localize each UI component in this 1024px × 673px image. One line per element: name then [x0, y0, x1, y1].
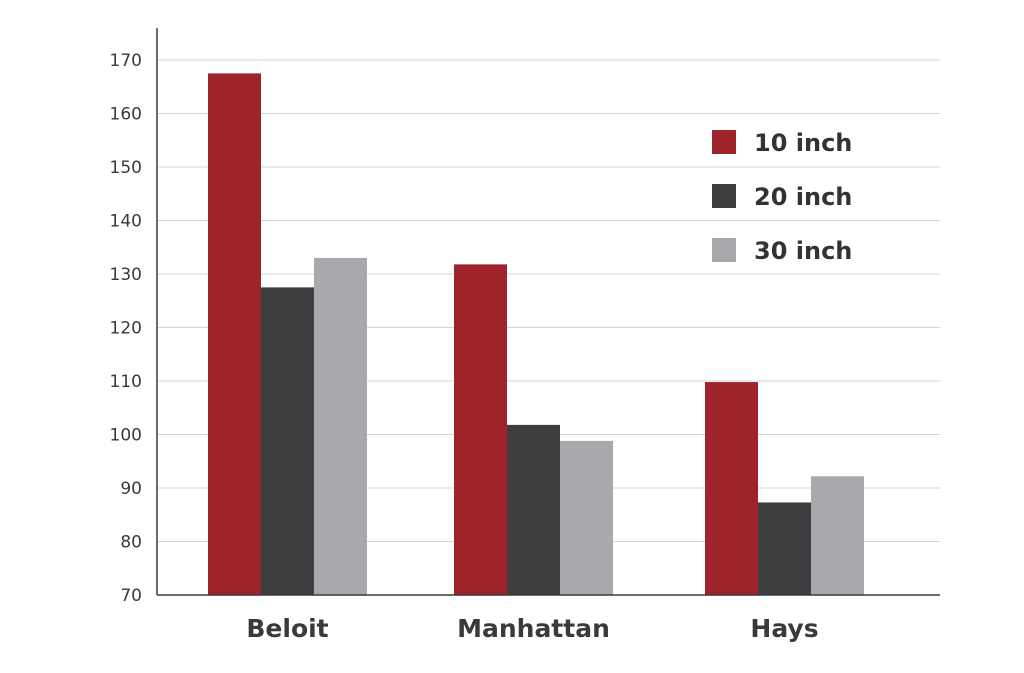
y-tick-label: 140	[110, 212, 142, 232]
bar-hays-10-inch	[705, 382, 758, 595]
bar-hays-20-inch	[758, 502, 811, 595]
x-tick-label: Manhattan	[457, 614, 610, 643]
bar-manhattan-10-inch	[454, 264, 507, 595]
x-tick-label: Beloit	[246, 614, 328, 643]
y-tick-labels: 70 80 90 100 110 120 130 140 150 160 170	[110, 51, 142, 606]
y-tick-label: 150	[110, 158, 142, 178]
y-tick-label: 160	[110, 105, 142, 125]
legend-swatch	[712, 130, 736, 154]
legend-label: 30 inch	[754, 237, 852, 265]
y-tick-label: 170	[110, 51, 142, 71]
x-tick-label: Hays	[750, 614, 818, 643]
bar-beloit-20-inch	[261, 287, 314, 595]
x-tick-labels: Beloit Manhattan Hays	[246, 614, 818, 643]
legend-swatch	[712, 238, 736, 262]
y-tick-label: 90	[120, 479, 142, 499]
legend-swatch	[712, 184, 736, 208]
y-tick-label: 110	[110, 372, 142, 392]
bar-manhattan-30-inch	[560, 440, 613, 595]
y-tick-label: 120	[110, 319, 142, 339]
axes	[156, 28, 940, 596]
y-tick-label: 100	[110, 426, 142, 446]
legend-label: 20 inch	[754, 183, 852, 211]
y-tick-label: 80	[120, 533, 142, 553]
bar-manhattan-20-inch	[507, 424, 560, 595]
y-tick-label: 70	[120, 586, 142, 606]
y-tick-label: 130	[110, 265, 142, 285]
bar-beloit-30-inch	[314, 257, 367, 595]
bar-beloit-10-inch	[208, 73, 261, 595]
bar-hays-30-inch	[811, 476, 864, 595]
bars	[208, 73, 864, 595]
legend: 10 inch 20 inch 30 inch	[712, 129, 852, 265]
legend-label: 10 inch	[754, 129, 852, 157]
